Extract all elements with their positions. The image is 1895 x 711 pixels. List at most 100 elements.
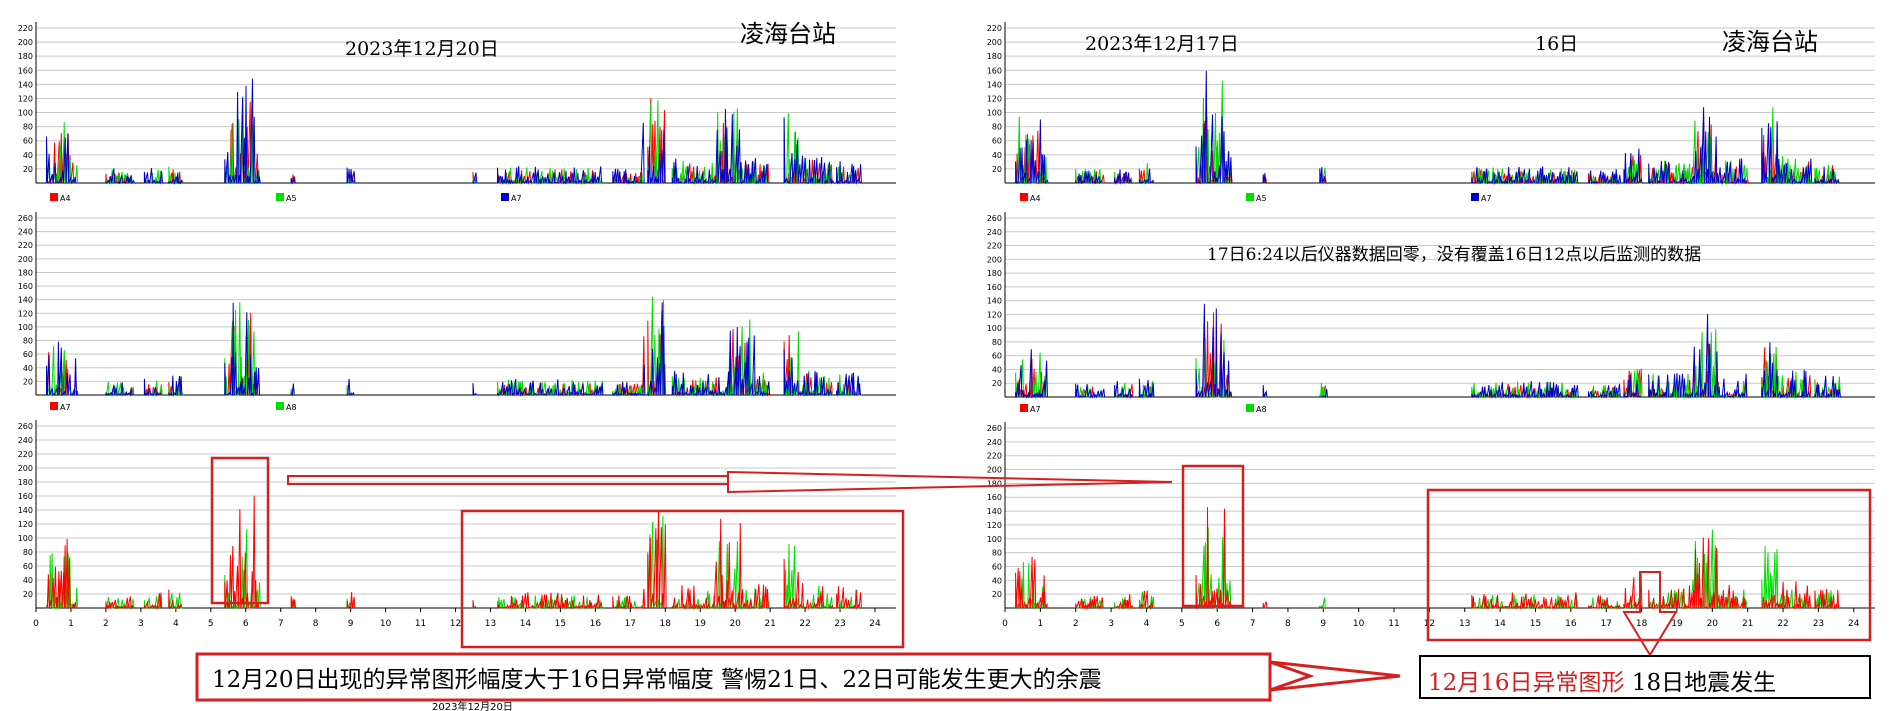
- y-tick-label: 100: [18, 534, 33, 543]
- y-tick-label: 60: [23, 350, 33, 359]
- x-tick-label: 22: [1777, 619, 1788, 629]
- y-tick-label: 20: [992, 379, 1002, 388]
- x-tick-label: 10: [380, 619, 392, 629]
- legend-label: A4: [1030, 194, 1041, 203]
- y-tick-label: 180: [987, 52, 1002, 61]
- y-tick-label: 200: [18, 464, 33, 473]
- y-tick-label: 220: [18, 24, 33, 33]
- legend-swatch-red: [1020, 193, 1028, 201]
- y-tick-label: 120: [18, 520, 33, 529]
- right-station-title: 凌海台站: [1722, 28, 1818, 56]
- x-tick-label: 13: [485, 619, 496, 629]
- y-tick-label: 20: [23, 590, 33, 599]
- y-tick-label: 180: [18, 268, 33, 277]
- x-tick-label: 5: [208, 619, 214, 629]
- x-tick-label: 6: [1214, 619, 1220, 629]
- right-annotation-box: [1419, 655, 1871, 699]
- y-tick-label: 240: [18, 436, 33, 445]
- y-tick-label: 20: [23, 377, 33, 386]
- legend-label: A7: [1030, 405, 1041, 414]
- y-tick-label: 80: [992, 549, 1002, 558]
- y-tick-label: 40: [992, 576, 1002, 585]
- x-tick-label: 10: [1353, 619, 1365, 629]
- y-tick-label: 40: [23, 364, 33, 373]
- x-tick-label: 0: [1002, 619, 1008, 629]
- right-annotation-black: 18日地震发生: [1624, 670, 1777, 696]
- x-tick-label: 3: [1108, 619, 1114, 629]
- right-annotation-red: 12月16日异常图形: [1428, 670, 1625, 696]
- left-annotation-box: [195, 652, 1272, 702]
- y-tick-label: 140: [18, 80, 33, 89]
- panel-left-middle: 20 40 60 80 100 120 140 160 180 200 220 240 260: [18, 212, 896, 397]
- y-tick-label: 200: [18, 255, 33, 264]
- x-tick-label: 8: [1285, 619, 1291, 629]
- x-tick-label: 1: [1037, 619, 1043, 629]
- legend-label: A5: [286, 194, 297, 203]
- y-tick-label: 60: [23, 562, 33, 571]
- legend-label: A5: [1256, 194, 1267, 203]
- y-tick-label: 140: [18, 296, 33, 305]
- legend-swatch-red: [50, 402, 58, 410]
- legend-label: A7: [1481, 194, 1492, 203]
- x-tick-label: 2: [1073, 619, 1079, 629]
- y-tick-label: 200: [987, 255, 1002, 264]
- right-highlight-box-12-24h: [1426, 488, 1872, 642]
- x-tick-label: 4: [173, 619, 179, 629]
- y-tick-label: 100: [987, 109, 1002, 118]
- legend-swatch-green: [276, 402, 284, 410]
- y-tick-label: 40: [23, 151, 33, 160]
- x-tick-label: 20: [729, 619, 741, 629]
- x-tick-label: 21: [764, 619, 775, 629]
- right-note: 17日6:24以后仪器数据回零，没有覆盖16日12点以后监测的数据: [1207, 245, 1701, 265]
- y-tick-label: 160: [987, 493, 1002, 502]
- legend-label: A8: [1256, 405, 1267, 414]
- right-annotation-text: 12月16日异常图形 18日地震发生: [1428, 663, 1776, 697]
- y-tick-label: 60: [992, 562, 1002, 571]
- y-tick-label: 140: [987, 297, 1002, 306]
- y-tick-label: 140: [18, 506, 33, 515]
- y-tick-label: 260: [987, 214, 1002, 223]
- y-tick-label: 200: [18, 38, 33, 47]
- y-tick-label: 200: [987, 466, 1002, 475]
- x-tick-label: 0: [33, 619, 39, 629]
- y-tick-label: 160: [18, 492, 33, 501]
- legend-swatch-green: [276, 193, 284, 201]
- y-tick-label: 20: [23, 165, 33, 174]
- right-legend-top: A4 A5 A7: [1020, 193, 1492, 203]
- x-tick-label: 18: [1636, 619, 1648, 629]
- y-tick-label: 40: [23, 576, 33, 585]
- y-tick-label: 60: [23, 137, 33, 146]
- x-tick-label: 16: [1565, 619, 1577, 629]
- x-tick-label: 12: [450, 619, 461, 629]
- legend-swatch-green: [1246, 193, 1254, 201]
- x-tick-label: 17: [1600, 619, 1611, 629]
- x-tick-label: 9: [348, 619, 354, 629]
- x-tick-label: 11: [415, 619, 426, 629]
- panel-right-middle: 20 40 60 80 100 120 140 160 180 200 220 240 260: [987, 212, 1875, 399]
- legend-label: A4: [60, 194, 71, 203]
- series-line-A7: [1015, 70, 1840, 185]
- left-legend-mid: A7 A8: [50, 402, 297, 412]
- x-tick-label: 4: [1144, 619, 1150, 629]
- x-tick-label: 21: [1742, 619, 1753, 629]
- y-tick-label: 180: [18, 478, 33, 487]
- left-highlight-box-13-24h: [460, 509, 905, 649]
- panel-left-top: 20 40 60 80 100 120 140 160 180 200 220: [18, 22, 896, 185]
- y-tick-label: 160: [987, 283, 1002, 292]
- x-tick-label: 23: [1813, 619, 1824, 629]
- right-date-title: 2023年12月17日: [1085, 33, 1239, 55]
- x-tick-label: 12: [1424, 619, 1435, 629]
- y-tick-label: 100: [18, 109, 33, 118]
- y-tick-label: 260: [987, 424, 1002, 433]
- y-tick-label: 180: [987, 269, 1002, 278]
- earthquake-down-arrow: [1622, 571, 1678, 657]
- series-line-A7: [46, 78, 862, 185]
- y-tick-label: 220: [18, 450, 33, 459]
- right-legend-mid: A7 A8: [1020, 404, 1267, 414]
- x-tick-label: 7: [278, 619, 284, 629]
- y-tick-label: 240: [987, 438, 1002, 447]
- y-tick-label: 120: [987, 310, 1002, 319]
- series-line-signal-1: [46, 495, 862, 610]
